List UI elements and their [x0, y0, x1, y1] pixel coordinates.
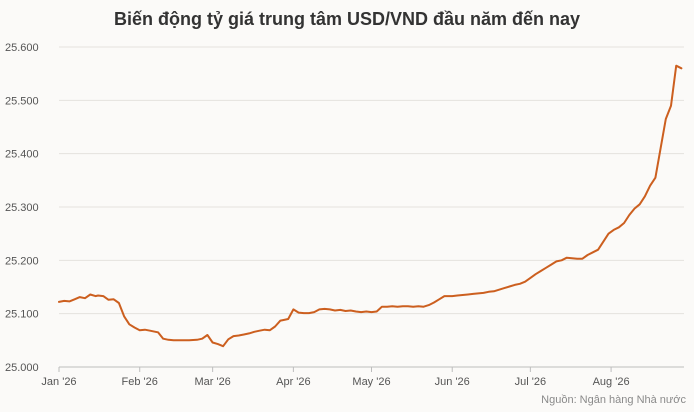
y-tick-label: 25.400	[5, 149, 39, 161]
series-line	[58, 64, 683, 348]
source-note: Nguồn: Ngân hàng Nhà nước	[541, 394, 686, 406]
x-tick-label: Jun '26	[435, 376, 470, 388]
y-tick-label: 25.100	[5, 309, 39, 321]
x-tick-label: Aug '26	[593, 376, 630, 388]
x-tick-label: May '26	[352, 376, 390, 388]
x-tick-label: Jan '26	[41, 376, 76, 388]
x-tick-label: Apr '26	[276, 376, 311, 388]
y-tick-label: 25.500	[5, 95, 39, 107]
y-tick-label: 25.600	[5, 42, 39, 54]
x-tick-label: Feb '26	[122, 376, 158, 388]
y-tick-label: 25.000	[5, 362, 39, 374]
y-tick-label: 25.300	[5, 202, 39, 214]
x-tick-label: Jul '26	[515, 376, 546, 388]
y-tick-label: 25.200	[5, 255, 39, 267]
chart-title: Biến động tỷ giá trung tâm USD/VND đầu n…	[113, 9, 581, 29]
x-tick-label: Mar '26	[194, 376, 230, 388]
